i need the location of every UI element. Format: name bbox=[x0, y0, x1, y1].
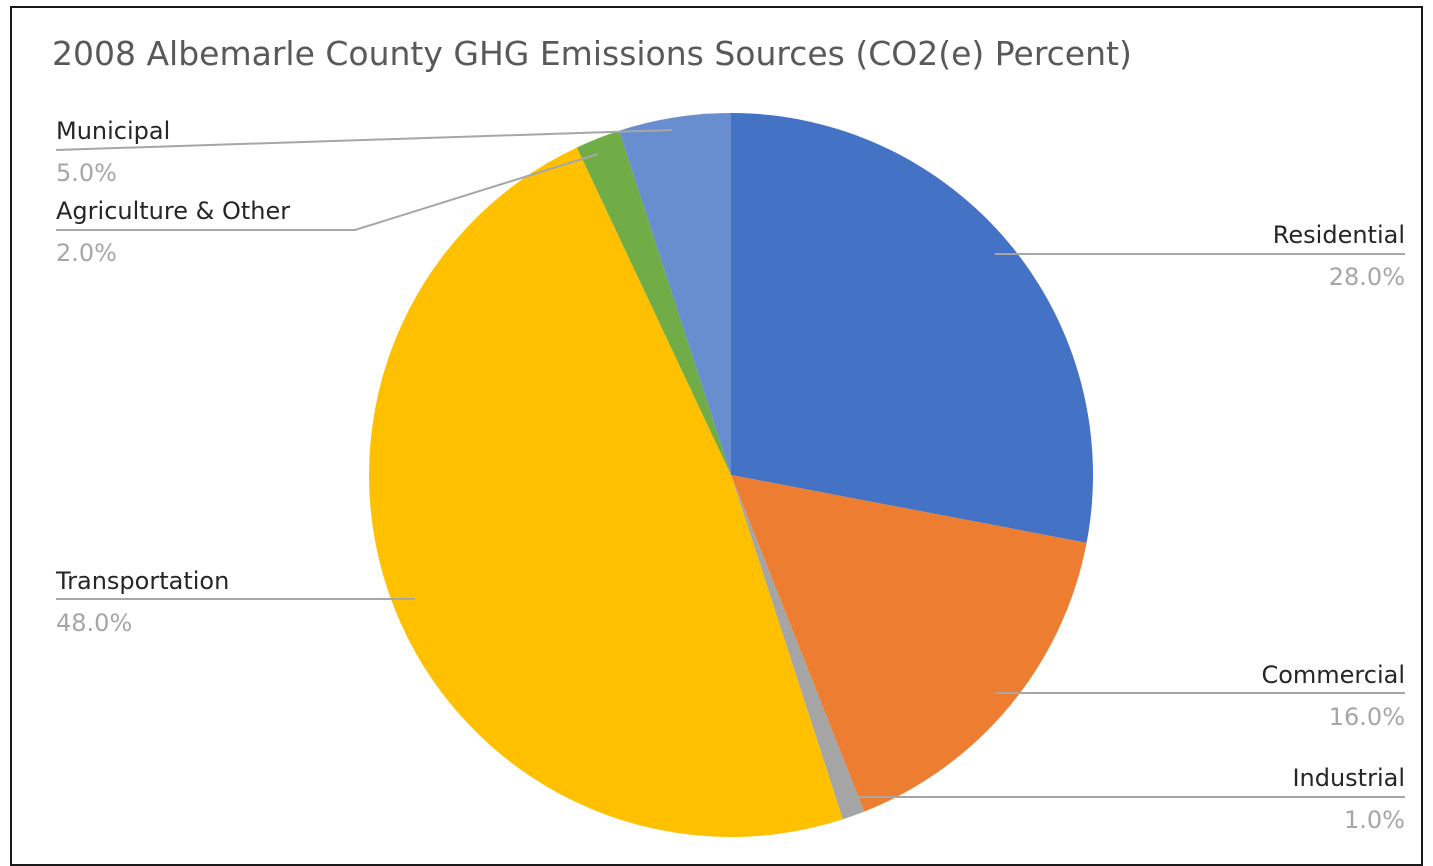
pie-slice-commercial bbox=[731, 475, 1087, 812]
chart-title: 2008 Albemarle County GHG Emissions Sour… bbox=[52, 34, 1132, 73]
data-label-name-transportation: Transportation bbox=[55, 567, 229, 595]
data-label-value-commercial: 16.0% bbox=[1329, 703, 1405, 731]
data-label-value-agriculture-other: 2.0% bbox=[56, 239, 117, 267]
pie-slice-industrial bbox=[731, 475, 865, 820]
data-label-value-municipal: 5.0% bbox=[56, 159, 117, 187]
data-label-value-residential: 28.0% bbox=[1329, 263, 1405, 291]
data-label-value-transportation: 48.0% bbox=[56, 609, 132, 637]
data-label-name-commercial: Commercial bbox=[1261, 661, 1405, 689]
pie-slice-residential bbox=[731, 113, 1093, 543]
pie-slice-transportation bbox=[368, 147, 843, 838]
data-label-name-industrial: Industrial bbox=[1292, 764, 1405, 792]
data-label-value-industrial: 1.0% bbox=[1344, 806, 1405, 834]
pie-slice-agriculture-other bbox=[576, 130, 731, 476]
data-label-name-residential: Residential bbox=[1273, 221, 1405, 249]
leader-line-municipal bbox=[55, 129, 673, 151]
leader-line-agriculture-other bbox=[56, 153, 599, 231]
data-label-name-agriculture-other: Agriculture & Other bbox=[56, 197, 290, 225]
data-label-name-municipal: Municipal bbox=[56, 117, 170, 145]
pie-slice-municipal bbox=[619, 113, 731, 475]
